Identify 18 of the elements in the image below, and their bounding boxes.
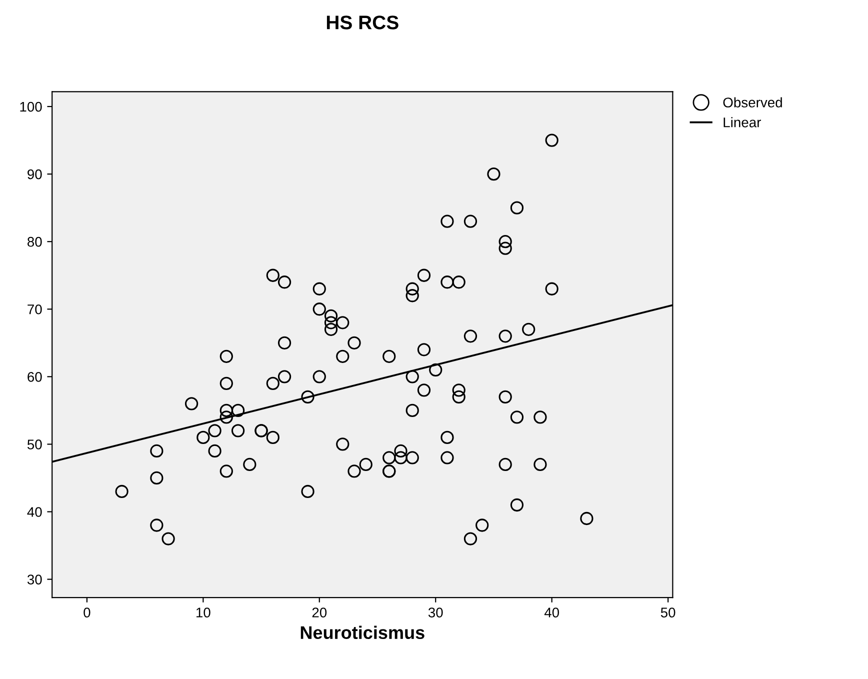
legend-label: Observed [723, 97, 782, 108]
y-tick-label: 60 [28, 372, 42, 382]
x-axis-title: Neuroticismus [300, 626, 424, 640]
y-tick-label: 40 [27, 507, 42, 517]
x-tick-label: 30 [428, 608, 443, 618]
x-tick-label: 40 [544, 608, 560, 618]
y-tick-label: 100 [20, 102, 42, 112]
x-tick-label: 20 [312, 608, 327, 618]
y-tick-label: 80 [28, 236, 42, 247]
y-tick-label: 50 [27, 440, 42, 450]
x-tick-label: 10 [196, 608, 210, 618]
x-tick-label: 50 [660, 608, 676, 618]
legend-label: Linear [724, 117, 761, 128]
y-tick-label: 70 [28, 304, 42, 314]
y-tick-label: 30 [27, 574, 42, 584]
x-tick-label: 0 [84, 608, 90, 618]
chart-title: HS RCS [326, 16, 398, 30]
y-tick-label: 90 [28, 169, 42, 180]
